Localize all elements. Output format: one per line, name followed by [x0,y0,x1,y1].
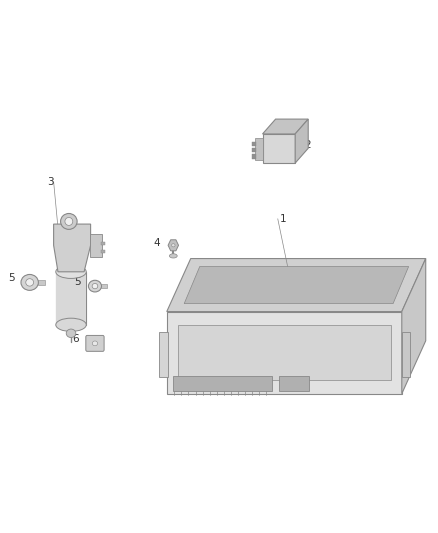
Ellipse shape [88,280,102,292]
Ellipse shape [66,329,76,337]
Bar [178,325,391,381]
Text: 3: 3 [47,176,54,187]
Polygon shape [168,240,179,251]
Polygon shape [53,224,91,272]
FancyBboxPatch shape [90,233,102,257]
Bar [173,376,272,391]
Ellipse shape [65,217,73,225]
Ellipse shape [26,279,34,286]
Bar [56,272,86,325]
Ellipse shape [56,318,86,332]
Bar [254,139,263,160]
Polygon shape [262,119,308,134]
Text: 4: 4 [154,238,160,248]
Bar [38,280,46,285]
Polygon shape [262,134,295,163]
Text: 5: 5 [8,273,14,283]
Bar [402,332,410,377]
Bar [279,376,309,391]
Bar [252,142,256,146]
Text: 5: 5 [74,277,81,287]
Text: 2: 2 [304,140,311,150]
Bar [252,148,256,152]
Polygon shape [295,119,308,163]
Bar [102,249,105,253]
Ellipse shape [60,214,77,229]
FancyBboxPatch shape [86,335,104,351]
Text: 6: 6 [73,334,79,344]
Polygon shape [402,259,426,394]
Ellipse shape [21,274,39,290]
Bar [252,155,256,159]
Polygon shape [167,312,402,394]
Bar [102,241,105,245]
Ellipse shape [170,254,177,258]
Polygon shape [167,259,426,312]
Polygon shape [184,266,409,304]
Ellipse shape [92,284,98,289]
Ellipse shape [172,244,175,247]
Ellipse shape [56,265,86,278]
Ellipse shape [92,341,98,346]
Text: 1: 1 [280,214,286,224]
Bar [101,284,107,288]
Bar [159,332,168,377]
